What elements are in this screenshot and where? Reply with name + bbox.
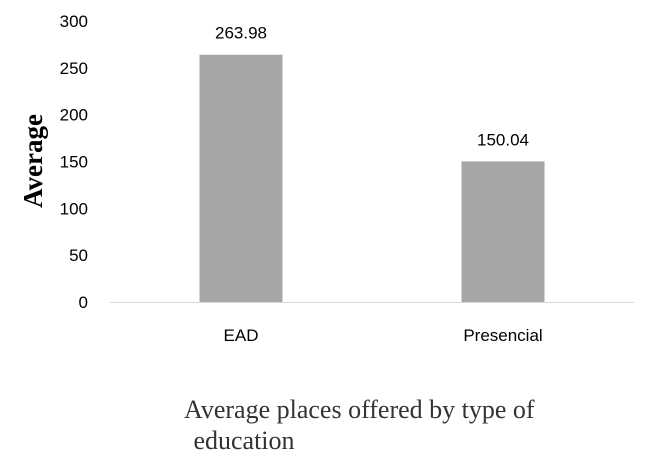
data-label: 263.98 <box>215 24 267 43</box>
bar-ead <box>199 54 283 302</box>
y-tick-label: 150 <box>60 153 88 172</box>
x-axis-ticks: EAD Presencial <box>224 326 543 345</box>
x-tick-label: EAD <box>224 326 259 345</box>
data-labels: 263.98 150.04 <box>215 24 529 150</box>
data-label: 150.04 <box>477 130 529 149</box>
x-tick-label: Presencial <box>463 326 542 345</box>
y-axis-ticks: 0 50 100 150 200 250 300 <box>60 12 88 312</box>
x-axis-label-line-1: Average places offered by type of <box>184 395 535 424</box>
y-tick-label: 0 <box>79 293 88 312</box>
y-tick-label: 200 <box>60 106 88 125</box>
bar-presencial <box>461 161 545 302</box>
y-axis-label: Average <box>18 114 48 208</box>
y-tick-label: 300 <box>60 12 88 31</box>
bars <box>199 54 545 302</box>
y-tick-label: 100 <box>60 199 88 218</box>
y-tick-label: 50 <box>69 246 88 265</box>
x-axis-label-line-2: education <box>193 426 294 455</box>
y-tick-label: 250 <box>60 59 88 78</box>
